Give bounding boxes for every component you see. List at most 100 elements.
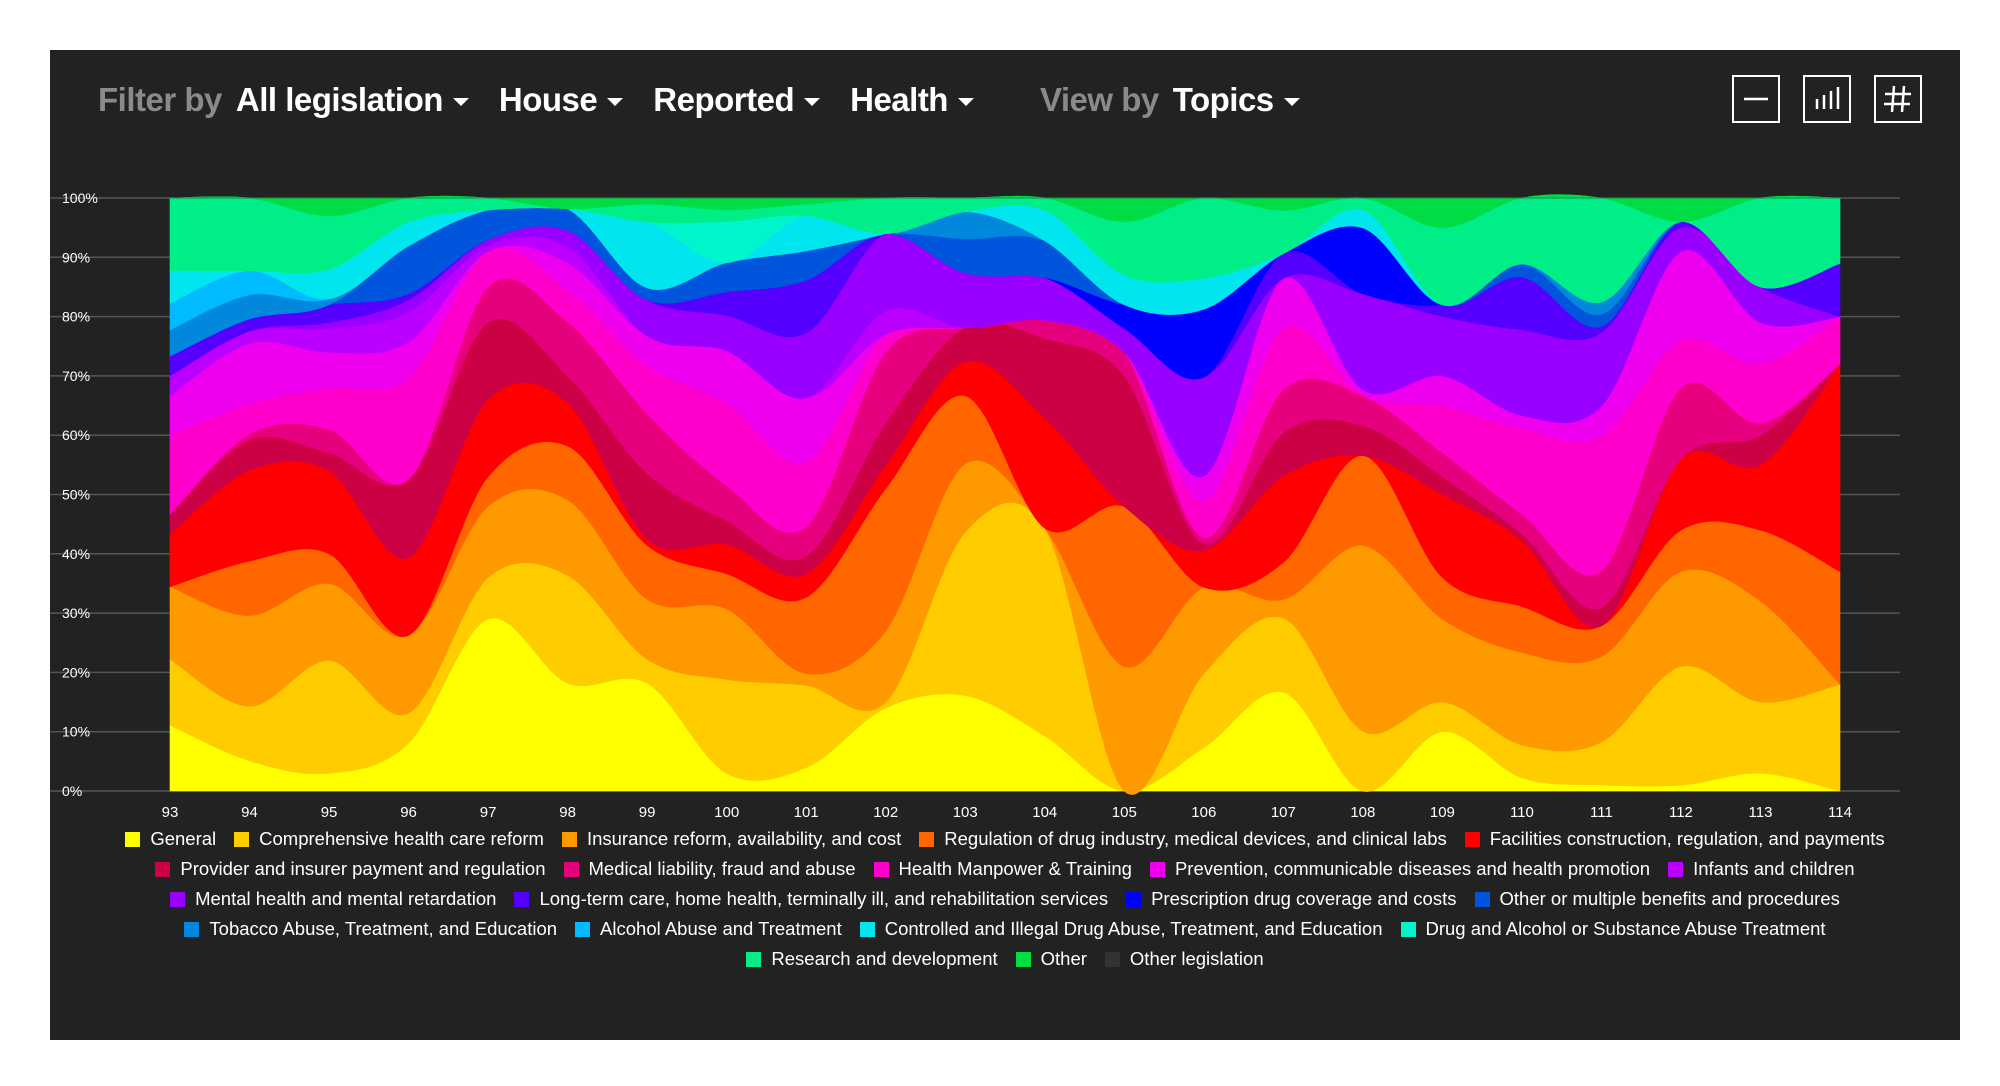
subject-dropdown[interactable]: Health — [850, 81, 974, 119]
x-tick-label: 100 — [714, 804, 739, 820]
stacked-area-chart: 0% 10% 20% 30% 40% 50% 60% 70% 80% 90% 100% 93 94 95… — [50, 190, 1900, 820]
legend-label: General — [150, 828, 217, 849]
legend-swatch — [514, 891, 530, 907]
x-tick-label: 104 — [1032, 804, 1057, 820]
y-axis-ticks: 0% 10% 20% 30% 40% 50% 60% 70% 80% 90% 100% — [62, 190, 98, 799]
legend-swatch — [746, 951, 762, 967]
x-tick-label: 101 — [794, 804, 819, 820]
chevron-down-icon — [957, 98, 974, 106]
legend-label: Long-term care, home health, terminally … — [539, 888, 1109, 909]
legend-label: Medical liability, fraud and abuse — [588, 858, 856, 879]
x-tick-label: 109 — [1430, 804, 1455, 820]
x-tick-label: 106 — [1191, 804, 1216, 820]
legend-label: Drug and Alcohol or Substance Abuse Trea… — [1425, 918, 1826, 939]
x-tick-label: 111 — [1590, 804, 1613, 820]
legend-item[interactable]: Controlled and Illegal Drug Abuse, Treat… — [859, 918, 1383, 940]
x-tick-label: 98 — [559, 804, 576, 820]
legend-item[interactable]: Facilities construction, regulation, and… — [1464, 828, 1885, 850]
chevron-down-icon — [452, 98, 469, 106]
minus-icon — [1744, 97, 1768, 101]
legend-label: Mental health and mental retardation — [195, 888, 497, 909]
legend-swatch — [234, 831, 250, 847]
x-tick-label: 107 — [1271, 804, 1296, 820]
legend-swatch — [170, 891, 186, 907]
x-tick-label: 110 — [1510, 804, 1534, 820]
chart-panel: Filter by All legislation House Reported… — [50, 50, 1960, 1040]
legend-label: Provider and insurer payment and regulat… — [180, 858, 546, 879]
legend-item[interactable]: Prevention, communicable diseases and he… — [1149, 858, 1650, 880]
y-tick-label: 0% — [62, 783, 82, 799]
legislation-value: All legislation — [235, 81, 444, 118]
legend-item[interactable]: Medical liability, fraud and abuse — [563, 858, 856, 880]
legend-item[interactable]: General — [125, 828, 216, 850]
legend-item[interactable]: Other — [1015, 948, 1087, 970]
x-tick-label: 97 — [480, 804, 497, 820]
legend-item[interactable]: Other legislation — [1104, 948, 1264, 970]
legend-item[interactable]: Insurance reform, availability, and cost — [561, 828, 901, 850]
x-axis-ticks: 93 94 95 96 97 98 99 100 101 102 103 104 105 106 107 10… — [162, 804, 1852, 820]
legend-item[interactable]: Infants and children — [1668, 858, 1855, 880]
legend-label: Comprehensive health care reform — [259, 828, 544, 849]
legend-label: Tobacco Abuse, Treatment, and Education — [209, 918, 558, 939]
legislation-dropdown[interactable]: All legislation — [236, 81, 469, 119]
y-tick-label: 40% — [62, 546, 90, 562]
legend-label: Facilities construction, regulation, and… — [1489, 828, 1885, 849]
area-series — [169, 194, 1841, 795]
legend-label: Regulation of drug industry, medical dev… — [944, 828, 1447, 849]
filter-by-label: Filter by — [98, 81, 222, 118]
legend-label: Other — [1040, 948, 1087, 969]
legend-item[interactable]: Drug and Alcohol or Substance Abuse Trea… — [1400, 918, 1826, 940]
line-view-button[interactable] — [1732, 75, 1780, 123]
chamber-value: House — [498, 81, 598, 118]
legend-swatch — [1015, 951, 1031, 967]
y-tick-label: 10% — [62, 724, 90, 740]
legend-item[interactable]: Regulation of drug industry, medical dev… — [919, 828, 1447, 850]
legend-item[interactable]: Health Manpower & Training — [873, 858, 1132, 880]
legend-label: Alcohol Abuse and Treatment — [600, 918, 842, 939]
legend-swatch — [563, 861, 579, 877]
bar-view-button[interactable] — [1803, 75, 1851, 123]
legend-item[interactable]: Research and development — [746, 948, 998, 970]
x-tick-label: 112 — [1669, 804, 1693, 820]
legend-item[interactable]: Other or multiple benefits and procedure… — [1474, 888, 1840, 910]
legend-item[interactable]: Long-term care, home health, terminally … — [514, 888, 1108, 910]
table-view-button[interactable] — [1874, 75, 1922, 123]
x-tick-label: 103 — [953, 804, 978, 820]
y-tick-label: 60% — [62, 427, 90, 443]
legend-swatch — [1400, 921, 1416, 937]
legend-swatch — [575, 921, 591, 937]
legend-item[interactable]: Mental health and mental retardation — [170, 888, 496, 910]
legend-swatch — [1464, 831, 1480, 847]
y-tick-label: 90% — [62, 249, 90, 265]
filter-bar: Filter by All legislation House Reported… — [98, 76, 1330, 124]
legend-swatch — [561, 831, 577, 847]
view-dropdown[interactable]: Topics — [1173, 81, 1300, 119]
legend-item[interactable]: Prescription drug coverage and costs — [1126, 888, 1457, 910]
legend-item[interactable]: Provider and insurer payment and regulat… — [155, 858, 546, 880]
legend-item[interactable]: Comprehensive health care reform — [234, 828, 544, 850]
legend-label: Prescription drug coverage and costs — [1151, 888, 1457, 909]
legend-swatch — [919, 831, 935, 847]
legend-swatch — [1126, 891, 1142, 907]
legend-item[interactable]: Alcohol Abuse and Treatment — [575, 918, 842, 940]
legend-item[interactable]: Tobacco Abuse, Treatment, and Education — [184, 918, 557, 940]
legend-swatch — [859, 921, 875, 937]
y-tick-label: 20% — [62, 664, 90, 680]
legend-swatch — [125, 831, 141, 847]
chevron-down-icon — [607, 98, 624, 106]
y-tick-label: 70% — [62, 368, 90, 384]
chamber-dropdown[interactable]: House — [498, 81, 624, 119]
chevron-down-icon — [804, 98, 821, 106]
status-dropdown[interactable]: Reported — [653, 81, 821, 119]
x-tick-label: 93 — [162, 804, 179, 820]
x-tick-label: 105 — [1112, 804, 1137, 820]
subject-value: Health — [850, 81, 948, 118]
view-value: Topics — [1172, 81, 1274, 118]
x-tick-label: 114 — [1828, 804, 1852, 820]
legend-label: Health Manpower & Training — [898, 858, 1132, 879]
legend-label: Controlled and Illegal Drug Abuse, Treat… — [884, 918, 1383, 939]
legend-label: Research and development — [771, 948, 998, 969]
status-value: Reported — [653, 81, 795, 118]
x-tick-label: 102 — [873, 804, 898, 820]
hash-icon — [1884, 85, 1911, 113]
